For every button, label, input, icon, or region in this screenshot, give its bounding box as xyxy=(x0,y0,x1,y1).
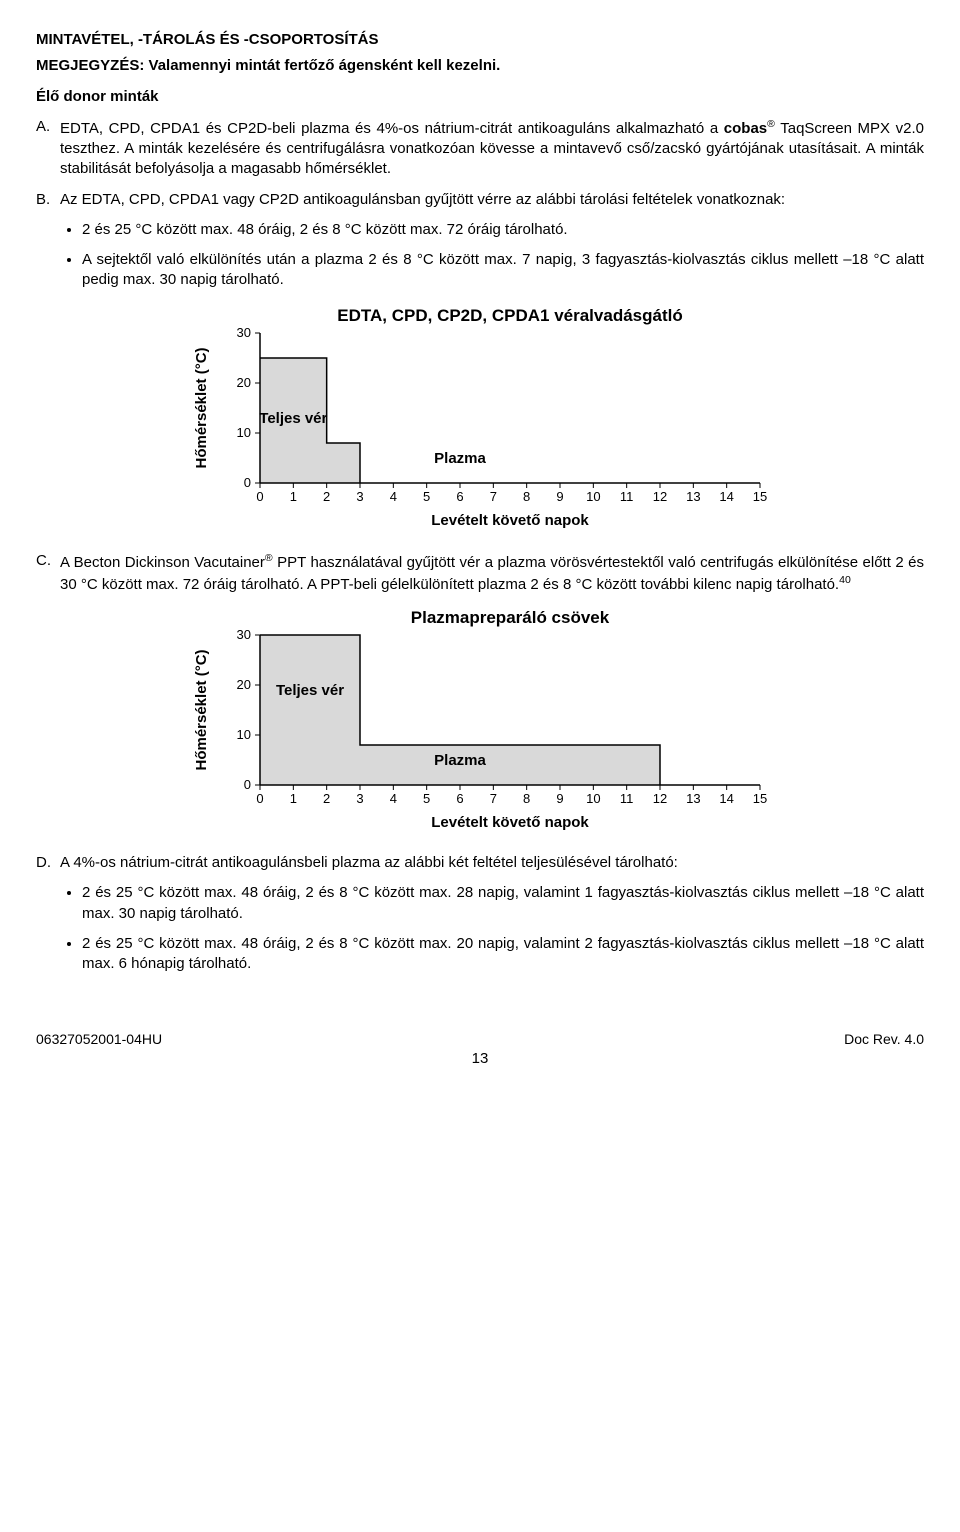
svg-text:8: 8 xyxy=(523,791,530,806)
svg-text:30: 30 xyxy=(237,325,251,340)
svg-text:6: 6 xyxy=(456,489,463,504)
item-A: A. EDTA, CPD, CPDA1 és CP2D-beli plazma … xyxy=(36,117,924,180)
item-B-letter: B. xyxy=(36,190,60,210)
cobas-word: cobas xyxy=(724,120,767,137)
svg-text:5: 5 xyxy=(423,791,430,806)
svg-text:0: 0 xyxy=(256,489,263,504)
svg-text:1: 1 xyxy=(290,791,297,806)
page-footer: 06327052001-04HU Doc Rev. 4.0 xyxy=(36,1030,924,1049)
note-label: MEGJEGYZÉS: xyxy=(36,57,144,74)
svg-text:7: 7 xyxy=(490,791,497,806)
item-A-text: EDTA, CPD, CPDA1 és CP2D-beli plazma és … xyxy=(60,117,924,180)
footnote-ref: 40 xyxy=(839,574,851,586)
item-D: D. A 4%-os nátrium-citrát antikoagulánsb… xyxy=(36,853,924,873)
chart-1-wrap: 01020300123456789101112131415EDTA, CPD, … xyxy=(36,303,924,533)
svg-text:14: 14 xyxy=(719,791,733,806)
svg-text:Plazma: Plazma xyxy=(434,752,486,769)
svg-text:Levételt követő napok: Levételt követő napok xyxy=(431,512,589,529)
item-B-bullets: 2 és 25 °C között max. 48 óráig, 2 és 8 … xyxy=(82,220,924,291)
svg-text:Levételt követő napok: Levételt követő napok xyxy=(431,814,589,831)
item-C-text: A Becton Dickinson Vacutainer® PPT haszn… xyxy=(60,551,924,596)
svg-text:Teljes vér: Teljes vér xyxy=(259,410,327,427)
svg-text:12: 12 xyxy=(653,791,667,806)
svg-text:4: 4 xyxy=(390,791,397,806)
chart-1: 01020300123456789101112131415EDTA, CPD, … xyxy=(190,303,770,533)
item-A-before: EDTA, CPD, CPDA1 és CP2D-beli plazma és … xyxy=(60,120,724,137)
svg-text:15: 15 xyxy=(753,489,767,504)
svg-text:7: 7 xyxy=(490,489,497,504)
svg-text:Hőmérséklet (°C): Hőmérséklet (°C) xyxy=(193,347,210,468)
note-text: Valamennyi mintát fertőző ágensként kell… xyxy=(149,57,501,74)
svg-text:Plazmapreparáló csövek: Plazmapreparáló csövek xyxy=(411,608,610,627)
registered-icon: ® xyxy=(767,118,775,130)
footer-left: 06327052001-04HU xyxy=(36,1030,162,1049)
list-item: 2 és 25 °C között max. 48 óráig, 2 és 8 … xyxy=(82,883,924,924)
svg-text:20: 20 xyxy=(237,677,251,692)
chart-2-wrap: 01020300123456789101112131415Plazmaprepa… xyxy=(36,605,924,835)
svg-text:11: 11 xyxy=(620,489,634,504)
svg-text:6: 6 xyxy=(456,791,463,806)
svg-text:9: 9 xyxy=(556,791,563,806)
item-B-text: Az EDTA, CPD, CPDA1 vagy CP2D antikoagul… xyxy=(60,190,924,210)
item-D-letter: D. xyxy=(36,853,60,873)
list-item: 2 és 25 °C között max. 48 óráig, 2 és 8 … xyxy=(82,220,924,240)
svg-text:0: 0 xyxy=(244,777,251,792)
svg-text:11: 11 xyxy=(620,791,634,806)
svg-text:2: 2 xyxy=(323,489,330,504)
svg-text:Plazma: Plazma xyxy=(434,450,486,467)
list-item: A sejtektől való elkülönítés után a plaz… xyxy=(82,250,924,291)
svg-text:9: 9 xyxy=(556,489,563,504)
svg-text:0: 0 xyxy=(244,475,251,490)
svg-text:2: 2 xyxy=(323,791,330,806)
footer-right: Doc Rev. 4.0 xyxy=(844,1030,924,1049)
svg-text:8: 8 xyxy=(523,489,530,504)
svg-text:30: 30 xyxy=(237,627,251,642)
note-line: MEGJEGYZÉS: Valamennyi mintát fertőző ág… xyxy=(36,56,924,76)
svg-text:20: 20 xyxy=(237,375,251,390)
svg-text:10: 10 xyxy=(237,727,251,742)
chart-2: 01020300123456789101112131415Plazmaprepa… xyxy=(190,605,770,835)
svg-text:Teljes vér: Teljes vér xyxy=(276,682,344,699)
section-heading: MINTAVÉTEL, -TÁROLÁS ÉS -CSOPORTOSÍTÁS xyxy=(36,30,924,50)
item-D-bullets: 2 és 25 °C között max. 48 óráig, 2 és 8 … xyxy=(82,883,924,974)
svg-text:EDTA, CPD, CP2D, CPDA1 véralva: EDTA, CPD, CP2D, CPDA1 véralvadásgátló xyxy=(337,306,682,325)
svg-text:3: 3 xyxy=(356,791,363,806)
svg-text:13: 13 xyxy=(686,791,700,806)
svg-text:10: 10 xyxy=(586,791,600,806)
item-A-letter: A. xyxy=(36,117,60,180)
svg-text:1: 1 xyxy=(290,489,297,504)
svg-text:Hőmérséklet (°C): Hőmérséklet (°C) xyxy=(193,649,210,770)
svg-text:0: 0 xyxy=(256,791,263,806)
list-item: 2 és 25 °C között max. 48 óráig, 2 és 8 … xyxy=(82,934,924,975)
svg-text:5: 5 xyxy=(423,489,430,504)
svg-text:4: 4 xyxy=(390,489,397,504)
svg-text:15: 15 xyxy=(753,791,767,806)
item-C: C. A Becton Dickinson Vacutainer® PPT ha… xyxy=(36,551,924,596)
item-C-letter: C. xyxy=(36,551,60,596)
svg-text:10: 10 xyxy=(237,425,251,440)
item-D-text: A 4%-os nátrium-citrát antikoagulánsbeli… xyxy=(60,853,924,873)
svg-text:10: 10 xyxy=(586,489,600,504)
item-B: B. Az EDTA, CPD, CPDA1 vagy CP2D antikoa… xyxy=(36,190,924,210)
svg-text:13: 13 xyxy=(686,489,700,504)
item-C-before: A Becton Dickinson Vacutainer xyxy=(60,554,265,571)
subheading: Élő donor minták xyxy=(36,87,924,107)
registered-icon: ® xyxy=(265,552,273,564)
svg-text:14: 14 xyxy=(719,489,733,504)
page-number: 13 xyxy=(36,1049,924,1069)
svg-text:3: 3 xyxy=(356,489,363,504)
svg-text:12: 12 xyxy=(653,489,667,504)
